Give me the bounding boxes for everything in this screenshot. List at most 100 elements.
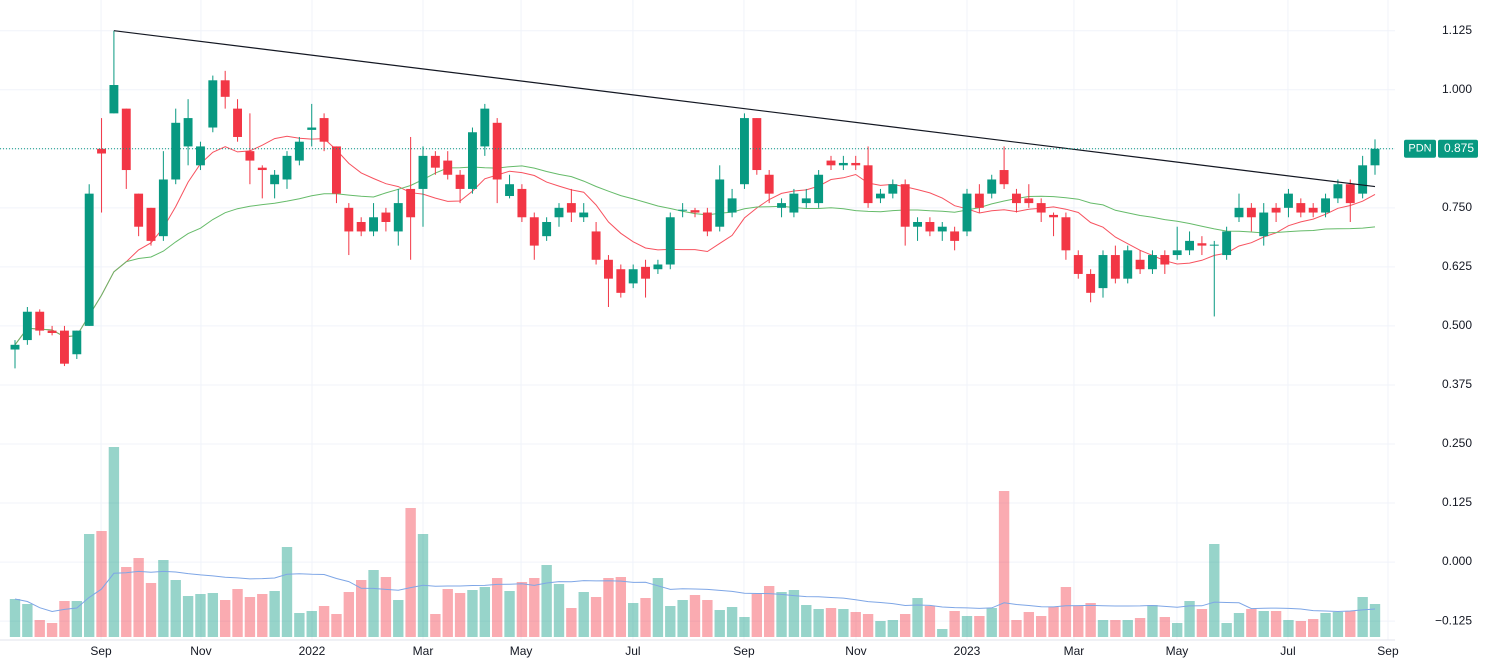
volume-bar	[219, 600, 231, 637]
candle-body	[1370, 148, 1380, 166]
candle-body	[505, 184, 514, 197]
volume-bar	[1085, 603, 1096, 637]
candle-body	[591, 231, 601, 260]
candle-body	[764, 174, 774, 194]
volume-bar	[1184, 601, 1195, 637]
moving-average	[14, 165, 1376, 346]
candle-body	[1234, 207, 1244, 218]
x-tick-label: Nov	[190, 644, 211, 658]
volume-bar	[454, 593, 466, 637]
volume-bar	[281, 547, 293, 637]
volume-bar	[232, 589, 243, 637]
volume-bar	[986, 608, 997, 637]
candle-body	[616, 269, 626, 293]
volume-bar	[1332, 612, 1344, 637]
candle-body	[641, 266, 650, 279]
candle-body	[1284, 193, 1293, 208]
volume-bar	[71, 601, 83, 637]
volume-bar	[9, 599, 21, 637]
x-tick-label: Jul	[1280, 644, 1295, 658]
volume-bar	[949, 611, 960, 637]
candle-body	[665, 217, 675, 265]
candle-body	[801, 198, 811, 204]
y-tick-label: 0.750	[1442, 200, 1472, 214]
volume-bar	[850, 612, 861, 637]
volume-bar	[665, 606, 676, 637]
candle-body	[430, 155, 440, 168]
x-tick-label: Sep	[1377, 644, 1399, 658]
volume-bar	[937, 629, 948, 637]
candle-body	[1061, 217, 1071, 251]
candle-body	[653, 264, 663, 270]
candle-body	[529, 217, 539, 246]
candle-body	[245, 151, 255, 161]
x-tick-label: May	[1166, 644, 1189, 658]
candle-body	[838, 162, 848, 166]
x-tick-label: Mar	[413, 644, 434, 658]
candle-body	[47, 330, 57, 333]
candle-body	[492, 122, 502, 180]
volume-bar	[244, 597, 256, 637]
volume-bar	[677, 600, 688, 637]
x-tick-label: Sep	[90, 644, 112, 658]
price-tag	[1438, 139, 1478, 158]
candle-body	[740, 118, 749, 185]
candle-body	[220, 80, 230, 97]
volume-bar	[442, 589, 453, 637]
candle-body	[356, 221, 366, 232]
candle-body	[294, 141, 304, 161]
candle-body	[146, 207, 156, 241]
volume-bar	[801, 605, 812, 637]
candle-body	[1172, 250, 1182, 256]
candle-body	[10, 344, 20, 350]
volume-bar	[1345, 611, 1356, 637]
candle-body	[319, 118, 329, 142]
volume-bar	[46, 623, 58, 637]
candle-body	[183, 118, 193, 147]
volume-bar	[182, 596, 194, 637]
y-tick-label: 0.625	[1442, 259, 1472, 273]
candle-body	[344, 207, 354, 232]
y-tick-label: 1.000	[1442, 82, 1472, 96]
candle-body	[1345, 184, 1355, 204]
volume-bar	[887, 620, 899, 637]
volume-bar	[603, 578, 614, 637]
volume-bar	[961, 616, 973, 637]
volume-bar	[627, 603, 639, 637]
volume-bar	[825, 608, 837, 637]
candle-body	[97, 148, 106, 154]
x-tick-label: Jul	[625, 644, 640, 658]
volume-bar	[776, 592, 787, 637]
candle-body	[777, 203, 786, 208]
volume-bar	[491, 578, 503, 637]
candle-body	[443, 160, 453, 175]
volume-bar	[1147, 605, 1158, 637]
candle-body	[1110, 255, 1120, 279]
volume-bar	[318, 606, 330, 637]
volume-bar	[368, 570, 379, 637]
volume-bar	[1060, 587, 1072, 637]
volume-bar	[1246, 609, 1257, 637]
candle-body	[72, 330, 82, 355]
moving-average	[14, 135, 1376, 346]
volume-bar	[1369, 604, 1381, 637]
volume-bar	[1270, 611, 1282, 637]
volume-bar	[862, 614, 874, 637]
candle-body	[863, 165, 873, 204]
volume-bar	[541, 565, 552, 637]
candle-body	[715, 179, 725, 227]
volume-bar	[714, 610, 725, 637]
volume-bar	[813, 609, 824, 637]
volume-bar	[875, 621, 886, 637]
volume-bar	[615, 577, 627, 637]
candle-body	[455, 174, 465, 189]
volume-bar	[393, 600, 404, 637]
candle-body	[84, 193, 94, 326]
volume-bar	[121, 567, 132, 637]
volume-bar	[1073, 606, 1084, 637]
candle-body	[962, 193, 972, 232]
candle-body	[307, 127, 317, 130]
volume-bar	[1233, 613, 1245, 637]
candle-body	[727, 198, 737, 213]
